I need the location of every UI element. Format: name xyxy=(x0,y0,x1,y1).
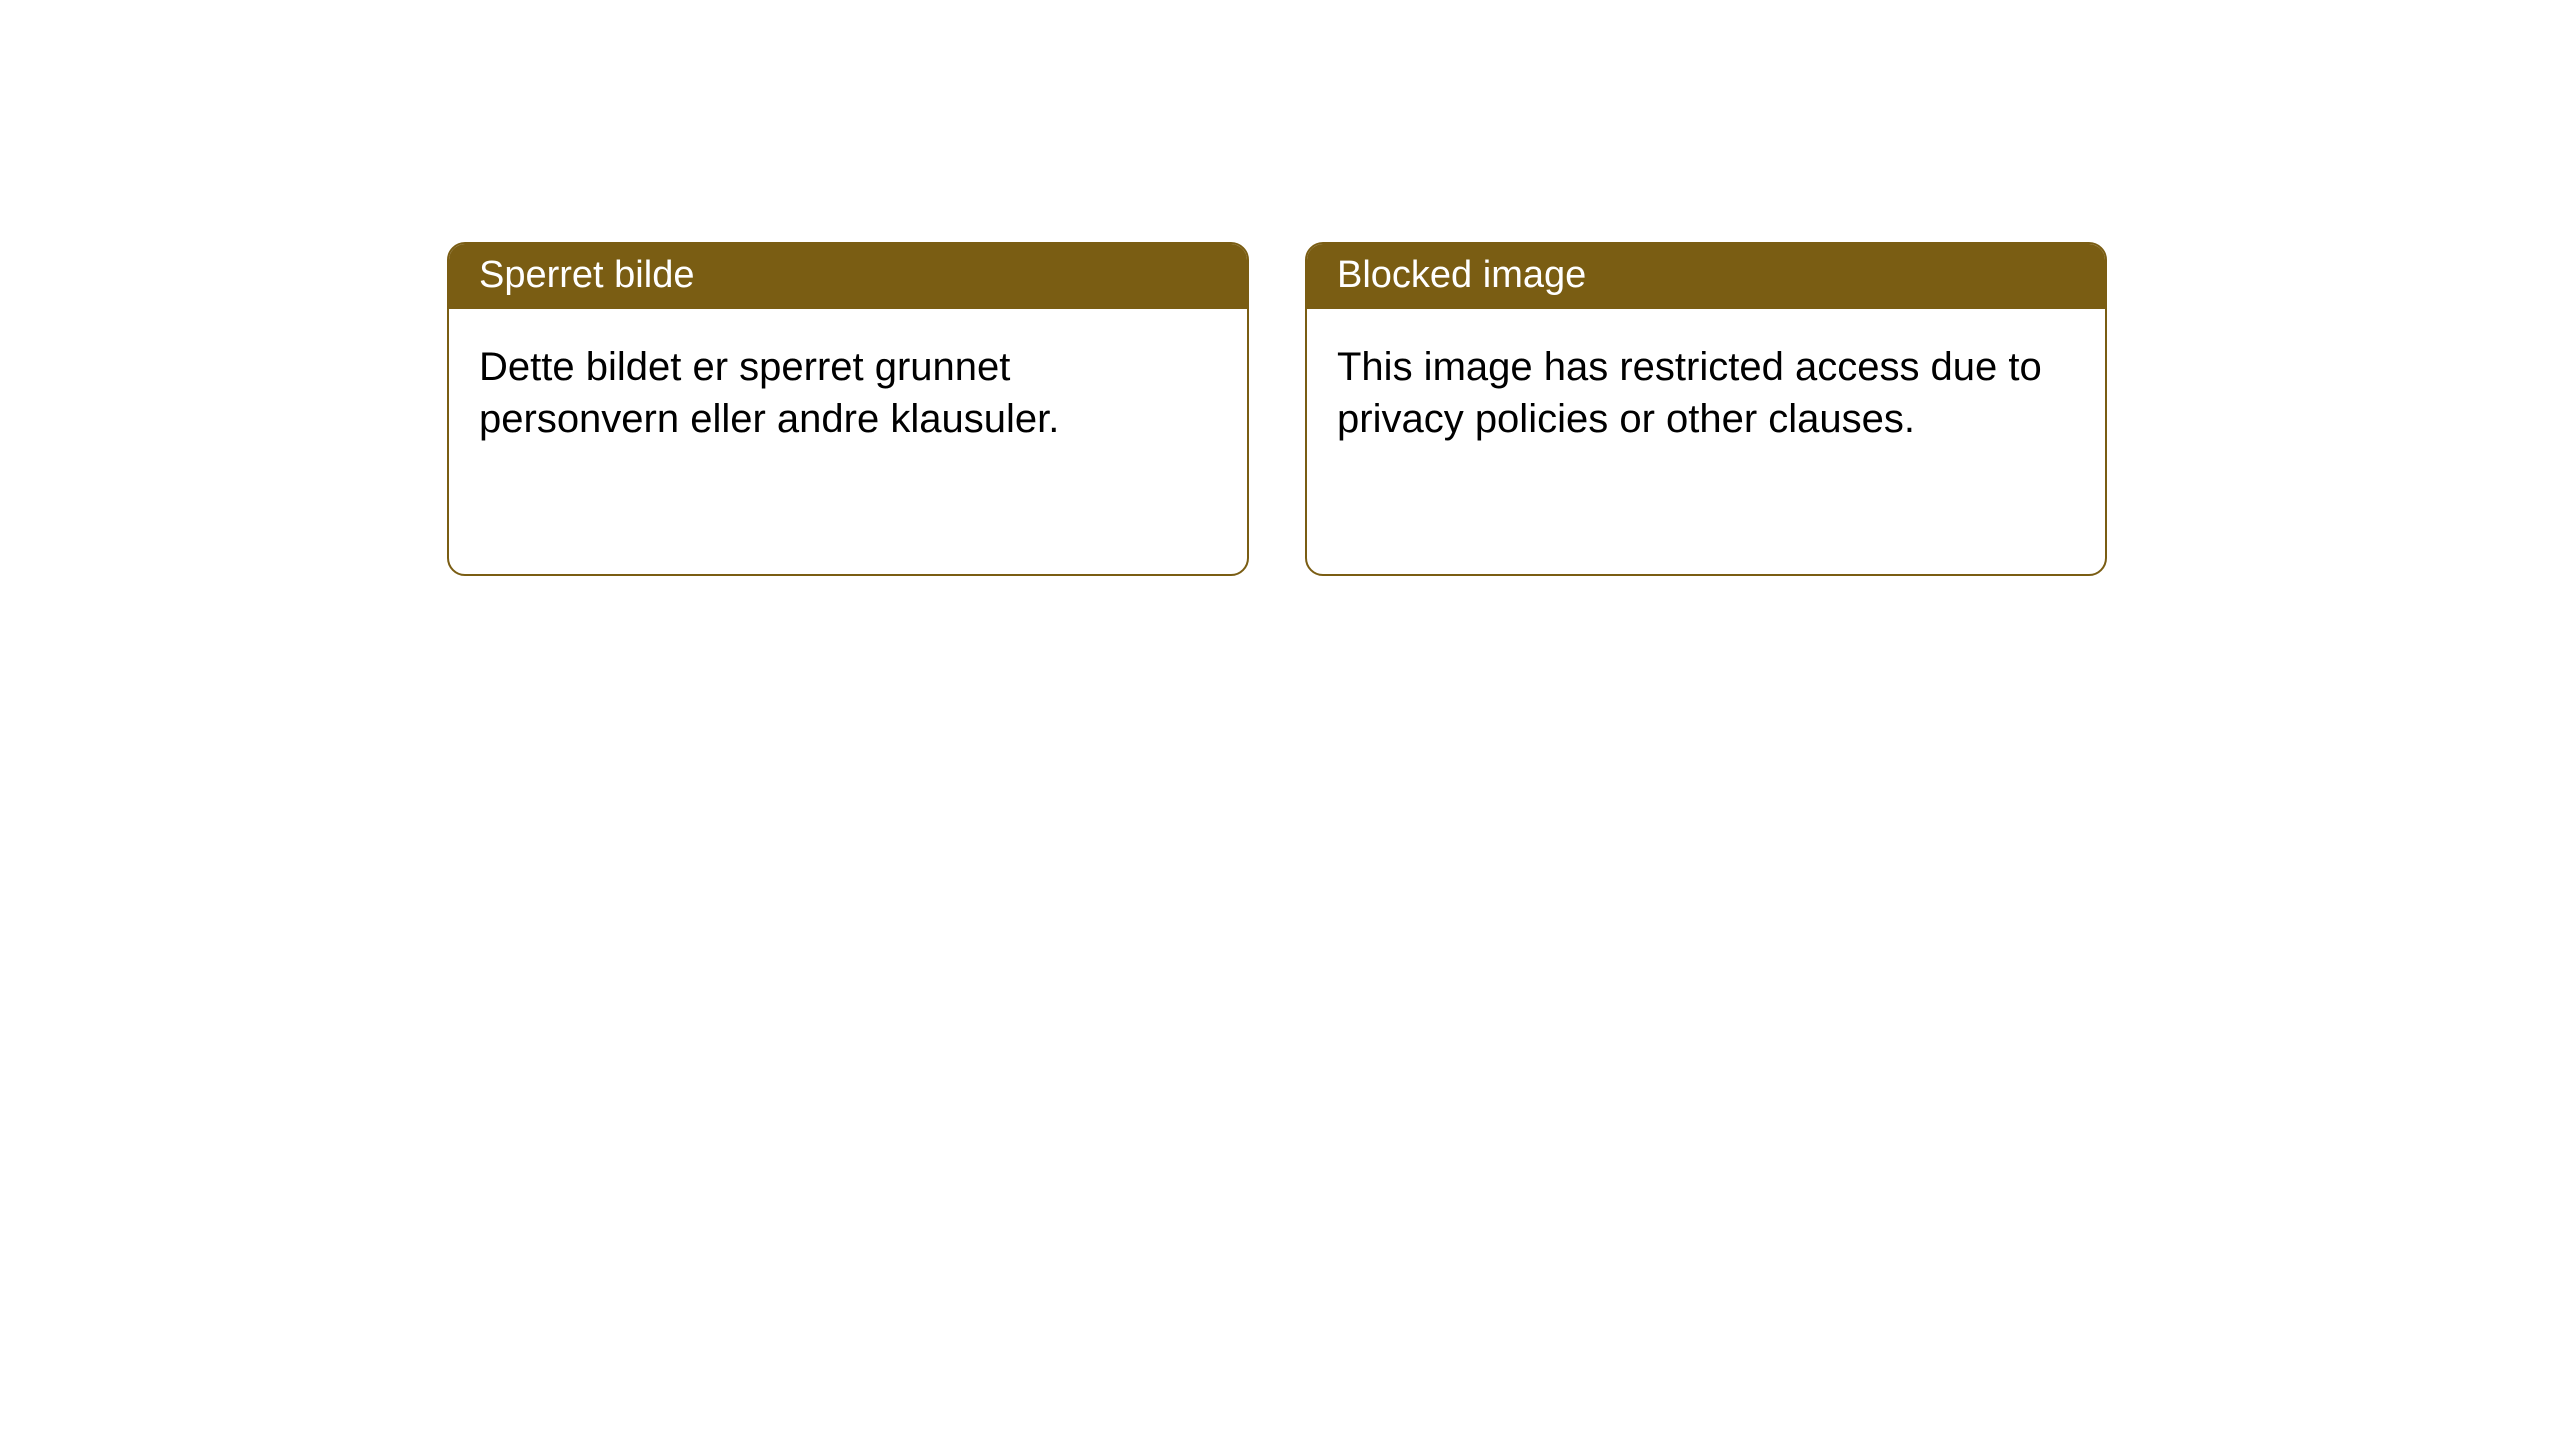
notice-card-english: Blocked image This image has restricted … xyxy=(1305,242,2107,576)
card-header-english: Blocked image xyxy=(1307,244,2105,309)
card-header-norwegian: Sperret bilde xyxy=(449,244,1247,309)
notice-card-norwegian: Sperret bilde Dette bildet er sperret gr… xyxy=(447,242,1249,576)
card-body-norwegian: Dette bildet er sperret grunnet personve… xyxy=(449,309,1247,477)
notice-cards-container: Sperret bilde Dette bildet er sperret gr… xyxy=(447,242,2107,576)
card-body-english: This image has restricted access due to … xyxy=(1307,309,2105,477)
